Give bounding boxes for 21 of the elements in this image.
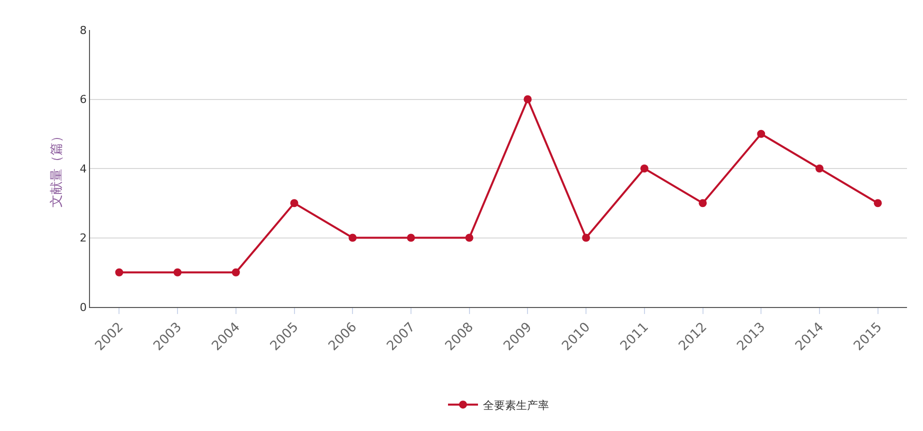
point: [874, 199, 882, 208]
point: [582, 234, 590, 242]
point: [174, 268, 182, 276]
point: [465, 234, 474, 242]
y-tick-label: 2: [80, 232, 87, 245]
point: [815, 164, 824, 172]
point: [290, 199, 298, 208]
y-tick-label: 0: [80, 300, 87, 314]
point: [115, 268, 124, 276]
y-tick-label: 8: [80, 24, 87, 37]
point: [640, 164, 648, 172]
point: [232, 268, 240, 276]
point: [698, 199, 707, 208]
point: [406, 234, 415, 242]
point: [524, 95, 532, 104]
y-tick-label: 6: [80, 93, 87, 106]
legend-label: 全要素生产率: [483, 398, 549, 412]
point: [757, 130, 766, 138]
y-tick-label: 4: [80, 162, 87, 176]
y-axis-title: 文献量（篇）: [50, 130, 65, 208]
point: [348, 234, 357, 242]
